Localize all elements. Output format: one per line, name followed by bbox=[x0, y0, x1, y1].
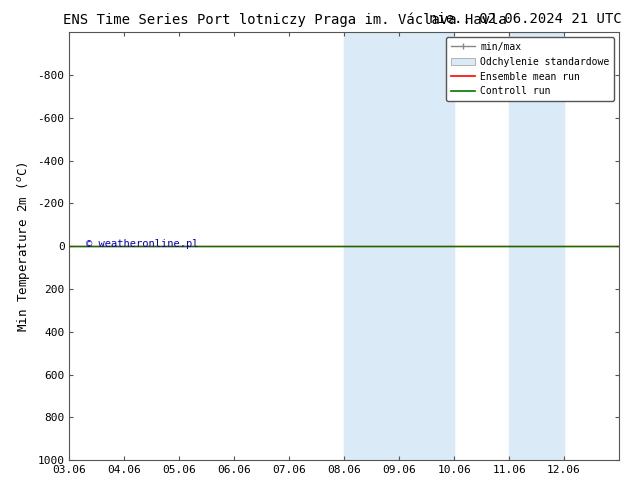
Bar bbox=[344, 32, 399, 460]
Legend: min/max, Odchylenie standardowe, Ensemble mean run, Controll run: min/max, Odchylenie standardowe, Ensembl… bbox=[446, 37, 614, 101]
Y-axis label: Min Temperature 2m ($^o$C): Min Temperature 2m ($^o$C) bbox=[15, 161, 32, 332]
Bar bbox=[399, 32, 454, 460]
Text: ENS Time Series Port lotniczy Praga im. Václava Havla: ENS Time Series Port lotniczy Praga im. … bbox=[63, 12, 507, 27]
Bar bbox=[509, 32, 564, 460]
Text: nie.. 02.06.2024 21 UTC: nie.. 02.06.2024 21 UTC bbox=[429, 12, 621, 26]
Text: © weatheronline.pl: © weatheronline.pl bbox=[86, 239, 198, 249]
